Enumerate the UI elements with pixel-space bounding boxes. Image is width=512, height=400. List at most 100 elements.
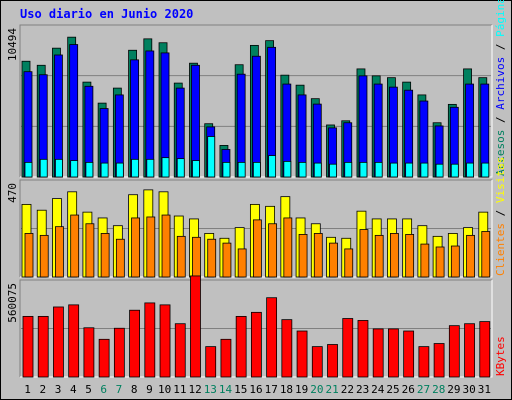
- bar-pginas: [435, 163, 444, 178]
- legend-entry: Clientes: [494, 223, 507, 276]
- bar-kbytes: [311, 346, 323, 378]
- x-tick-label: 21: [326, 383, 339, 396]
- bar-pginas: [420, 162, 429, 178]
- bar-kbytes: [327, 344, 338, 378]
- x-tick-label: 26: [402, 383, 415, 396]
- bar-kbytes: [235, 315, 247, 378]
- bar-clientes: [298, 234, 308, 278]
- x-tick-label: 4: [70, 383, 77, 396]
- bar-pginas: [131, 158, 139, 178]
- legend-separator: /: [494, 203, 507, 223]
- bar-kbytes: [22, 315, 34, 378]
- bar-kbytes: [448, 325, 460, 378]
- x-tick-label: 10: [158, 383, 171, 396]
- bar-pginas: [176, 158, 185, 178]
- x-tick-label: 18: [280, 383, 293, 396]
- x-tick-label: 15: [234, 383, 247, 396]
- bar-archivos: [23, 71, 33, 178]
- bar-clientes: [313, 233, 323, 278]
- bar-pginas: [192, 160, 200, 178]
- y-max-label: 560075: [6, 283, 19, 323]
- bar-kbytes: [98, 338, 110, 378]
- bar-clientes: [252, 219, 262, 278]
- x-tick-label: 29: [447, 383, 460, 396]
- bar-kbytes: [68, 304, 80, 378]
- bar-kbytes: [205, 346, 217, 378]
- bar-kbytes: [342, 318, 354, 378]
- y-max-label: 470: [6, 183, 19, 203]
- bar-clientes: [24, 233, 34, 278]
- bar-clientes: [450, 245, 460, 278]
- chart-title: Uso diario en Junio 2020: [20, 7, 193, 21]
- legend-entry: Archivos: [494, 57, 507, 110]
- bar-clientes: [207, 238, 217, 278]
- x-tick-label: 19: [295, 383, 308, 396]
- x-tick-label: 23: [356, 383, 369, 396]
- bar-clientes: [176, 235, 186, 278]
- x-tick-label: 27: [417, 383, 430, 396]
- bar-clientes: [85, 223, 95, 278]
- bar-archivos: [251, 55, 261, 178]
- bar-kbytes: [37, 315, 49, 378]
- bar-pginas: [313, 162, 322, 178]
- panel-accesos-archivos-paginas: 10494 Accesos / Archivos / Páginas: [6, 0, 507, 178]
- x-tick-label: 5: [85, 383, 92, 396]
- bar-pginas: [329, 163, 337, 178]
- bar-archivos: [145, 50, 155, 178]
- bar-clientes: [466, 234, 475, 278]
- x-axis-labels: 1 2 3 4 5 6 7 8 9 10 11 12 13 14 15 16 17 18 19 20 21 22 23 24 2…: [24, 383, 491, 396]
- bar-pginas: [24, 161, 33, 178]
- bar-archivos: [358, 75, 368, 178]
- bar-kbytes: [83, 327, 95, 378]
- bar-clientes: [192, 236, 201, 278]
- legend-entry: KBytes: [494, 336, 507, 376]
- bar-kbytes: [403, 330, 415, 378]
- bar-pginas: [100, 162, 109, 178]
- y-max-label: 10494: [6, 28, 19, 61]
- x-tick-label: 22: [341, 383, 354, 396]
- bar-kbytes: [266, 297, 278, 378]
- bar-kbytes: [53, 306, 64, 378]
- legend-separator: /: [494, 37, 507, 57]
- panel-edge-dark: [19, 24, 492, 177]
- bar-pginas: [70, 160, 79, 178]
- bar-pginas: [283, 161, 292, 178]
- bar-pginas: [344, 161, 353, 178]
- bar-clientes: [359, 229, 369, 278]
- bar-clientes: [131, 217, 140, 278]
- panel-visitas-clientes: 470 Clientes / Visitas: [6, 157, 507, 278]
- bar-pginas: [146, 158, 155, 178]
- bar-pginas: [298, 161, 307, 178]
- panel-edge-dark: [19, 279, 492, 377]
- bar-clientes: [481, 231, 491, 278]
- x-tick-label: 13: [204, 383, 217, 396]
- bar-clientes: [161, 214, 171, 278]
- bar-clientes: [70, 214, 80, 278]
- x-tick-label: 2: [40, 383, 47, 396]
- x-tick-label: 31: [478, 383, 491, 396]
- bar-kbytes: [220, 338, 232, 378]
- bar-clientes: [405, 234, 415, 278]
- bar-kbytes: [433, 343, 445, 378]
- x-tick-label: 12: [188, 383, 201, 396]
- bar-archivos: [69, 44, 79, 178]
- x-tick-label: 3: [55, 383, 62, 396]
- bar-pginas: [450, 163, 459, 178]
- legend-entry: Páginas: [494, 0, 507, 37]
- bar-kbytes: [144, 302, 156, 378]
- bar-kbytes: [372, 328, 384, 378]
- legend-entry: Accesos: [494, 130, 507, 176]
- bar-kbytes: [464, 323, 475, 378]
- bar-pginas: [85, 161, 94, 178]
- x-tick-label: 20: [310, 383, 323, 396]
- bar-pginas: [481, 162, 490, 178]
- bar-pginas: [405, 162, 414, 178]
- bar-pginas: [252, 161, 261, 178]
- x-tick-label: 8: [131, 383, 138, 396]
- x-tick-label: 16: [249, 383, 262, 396]
- x-tick-label: 7: [116, 383, 123, 396]
- bar-clientes: [329, 242, 338, 278]
- legend-separator: /: [494, 110, 507, 130]
- bar-kbytes: [388, 328, 399, 378]
